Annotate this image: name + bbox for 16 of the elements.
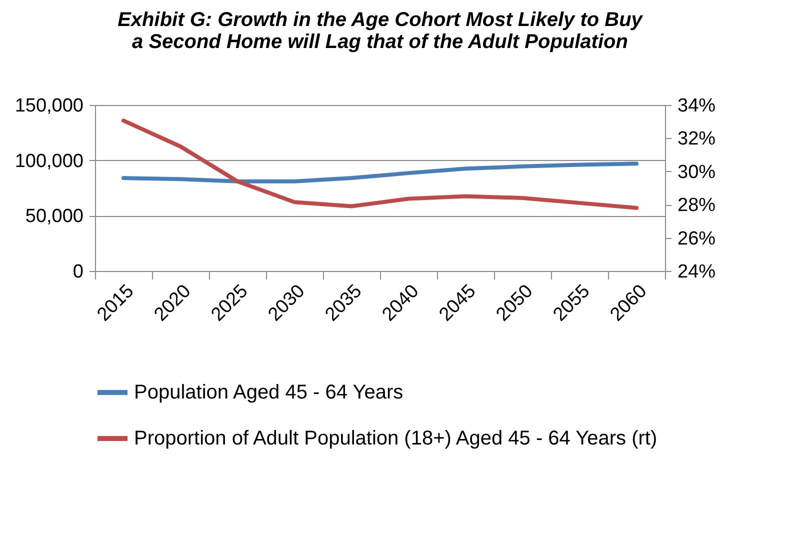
y2-tick-label: 30% [678, 162, 716, 183]
legend-label: Population Aged 45 - 64 Years [134, 382, 404, 404]
y-tick-label: 150,000 [14, 96, 84, 116]
y2-tick-label: 32% [678, 128, 716, 150]
text: Exhibit G: Growth in the Age Cohort Most Likely to Buy [118, 9, 642, 31]
y2-tick-label: 24% [678, 262, 716, 282]
line-series [122, 118, 638, 210]
y2-tick-label: 28% [678, 195, 716, 216]
y2-tick-label: 26% [678, 228, 716, 250]
line-series [122, 162, 638, 184]
text: a Second Home will Lag that of the Adult Population [132, 31, 628, 53]
legend-label: Proportion of Adult Population (18+) Aged 45 - 64 Years (rt) [134, 428, 658, 450]
y-tick-label: 0 [72, 262, 84, 282]
y-tick-label: 50,000 [25, 206, 84, 228]
y-tick-label: 100,000 [14, 150, 84, 172]
y2-tick-label: 34% [678, 96, 716, 116]
